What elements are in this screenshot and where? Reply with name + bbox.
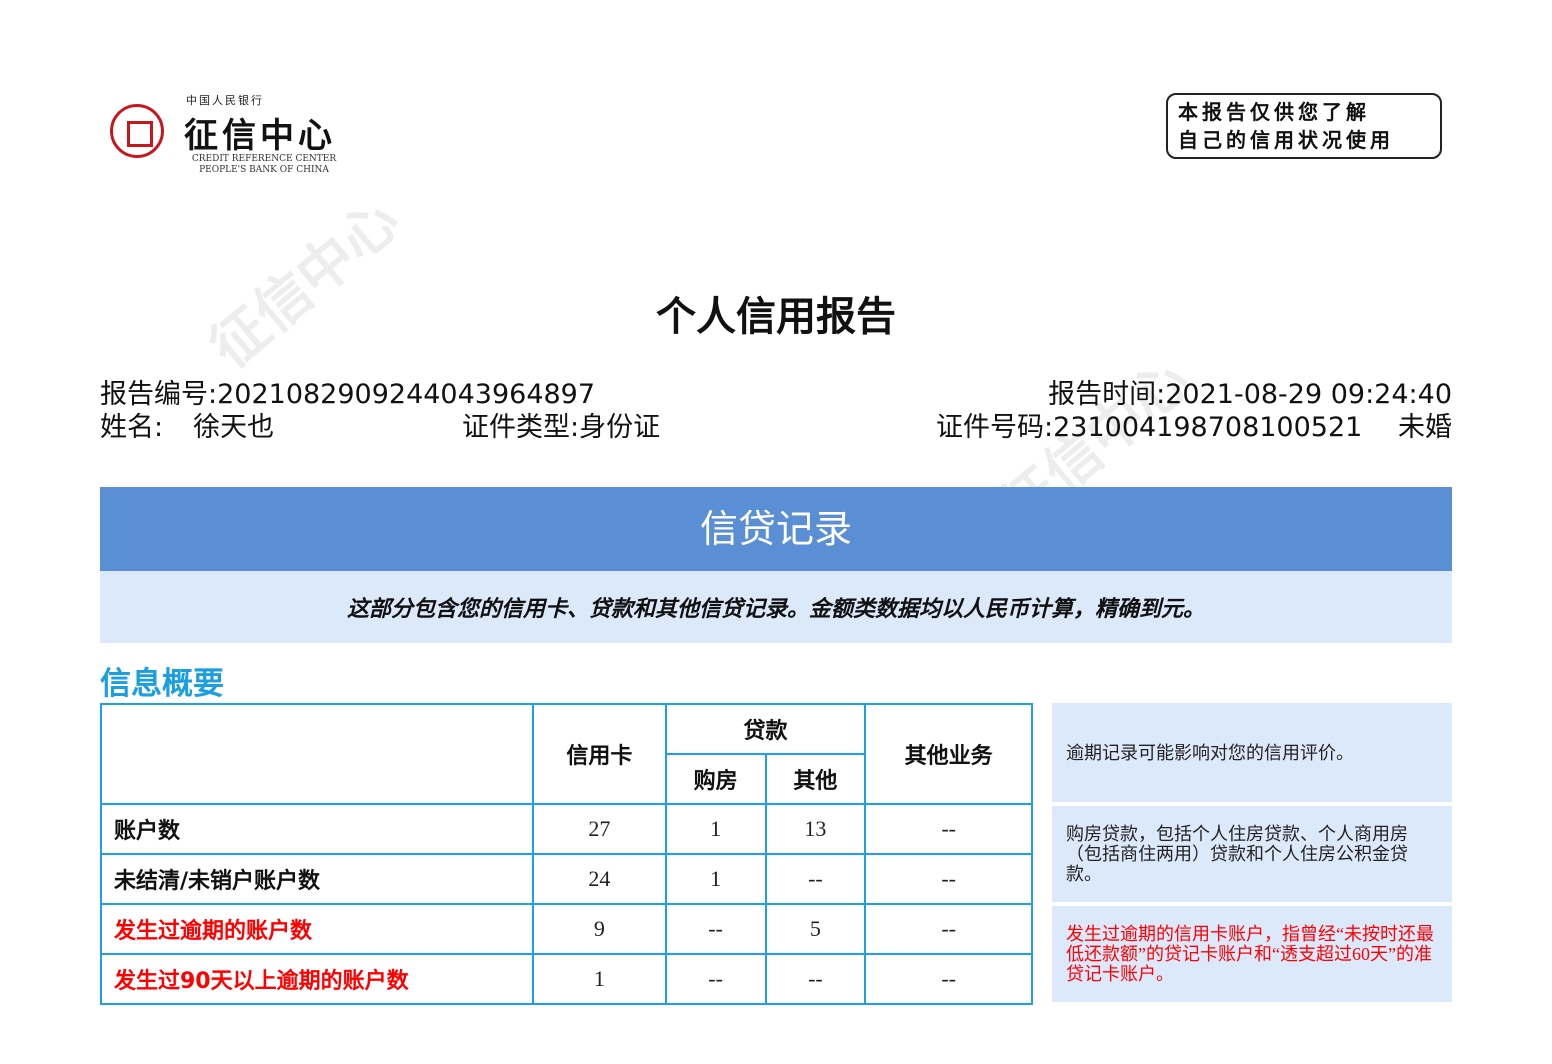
cell: 9: [532, 903, 667, 955]
table-row: 未结清/未销户账户数 24 1 -- --: [100, 853, 1033, 905]
header-loan: 贷款: [664, 703, 867, 755]
cell: --: [764, 953, 867, 1005]
section-description: 这部分包含您的信用卡、贷款和其他信贷记录。金额类数据均以人民币计算，精确到元。: [100, 571, 1452, 643]
logo-english: CREDIT REFERENCE CENTER PEOPLE'S BANK OF …: [186, 154, 342, 176]
table-row: 发生过90天以上逾期的账户数 1 -- -- --: [100, 953, 1033, 1005]
note-house-loan: 购房贷款，包括个人住房贷款、个人商用房（包括商住两用）贷款和个人住房公积金贷款。: [1052, 806, 1452, 902]
cell: --: [864, 953, 1033, 1005]
cell: 5: [764, 903, 867, 955]
label: 证件类型:: [462, 412, 580, 443]
id-type: 证件类型:身份证: [462, 405, 660, 444]
label: 姓名:: [100, 412, 164, 443]
cell: --: [864, 803, 1033, 855]
row-label: 发生过逾期的账户数: [100, 903, 534, 955]
header-other-business: 其他业务: [864, 703, 1033, 805]
row-label: 未结清/未销户账户数: [100, 853, 534, 905]
cell: 24: [532, 853, 667, 905]
header-other-loan: 其他: [764, 753, 867, 805]
value: 231004198708100521: [1053, 412, 1363, 443]
report-number: 报告编号:2021082909244043964897: [100, 372, 595, 411]
header-blank: [100, 703, 534, 805]
stamp-line: 本报告仅供您了解: [1178, 100, 1370, 124]
cell: --: [764, 853, 867, 905]
logo-top-text: 中国人民银行: [186, 94, 264, 107]
table-row: 发生过逾期的账户数 9 -- 5 --: [100, 903, 1033, 955]
cell: --: [664, 903, 767, 955]
header-house-loan: 购房: [664, 753, 767, 805]
logo-en-line: CREDIT REFERENCE CENTER: [191, 154, 337, 164]
stamp-line: 自己的信用状况使用: [1178, 128, 1394, 152]
cell: 1: [664, 853, 767, 905]
logo-emblem-icon: [110, 104, 164, 158]
cell: --: [864, 853, 1033, 905]
value: 徐天也: [193, 412, 275, 443]
id-number: 证件号码:231004198708100521: [936, 405, 1362, 444]
row-label: 发生过90天以上逾期的账户数: [100, 953, 534, 1005]
note-overdue-impact: 逾期记录可能影响对您的信用评价。: [1052, 703, 1452, 802]
value: 2021-08-29 09:24:40: [1165, 379, 1452, 410]
report-time: 报告时间:2021-08-29 09:24:40: [1048, 372, 1452, 411]
row-label: 账户数: [100, 803, 534, 855]
usage-stamp: 本报告仅供您了解 自己的信用状况使用: [1166, 93, 1442, 159]
cell: 27: [532, 803, 667, 855]
note-overdue-card: 发生过逾期的信用卡账户，指曾经“未按时还最低还款额”的贷记卡账户和“透支超过60…: [1052, 906, 1452, 1002]
logo-main-text: 征信中心: [184, 116, 336, 156]
marital-status: 未婚: [1398, 412, 1452, 443]
cell: --: [664, 953, 767, 1005]
header-credit-card: 信用卡: [532, 703, 667, 805]
label: 证件号码:: [936, 412, 1054, 443]
label: 报告编号:: [100, 379, 218, 410]
label: 报告时间:: [1048, 379, 1166, 410]
page-title: 个人信用报告: [656, 294, 896, 340]
section-header: 信贷记录: [100, 487, 1452, 571]
summary-table: 信用卡 贷款 其他业务 购房 其他 账户数 27 1 13 -- 未结清/未销户账户数…: [100, 703, 1033, 1005]
table-row: 账户数 27 1 13 --: [100, 803, 1033, 855]
value: 2021082909244043964897: [217, 379, 596, 410]
logo-en-line: PEOPLE'S BANK OF CHINA: [199, 165, 329, 175]
watermark: 征信中心: [198, 187, 412, 382]
table-header-row: 信用卡 贷款 其他业务: [100, 703, 1033, 805]
name: 姓名: 徐天也: [100, 405, 274, 444]
cell: 13: [764, 803, 867, 855]
cell: --: [864, 903, 1033, 955]
value: 身份证: [579, 412, 661, 443]
summary-title: 信息概要: [100, 666, 224, 702]
cell: 1: [532, 953, 667, 1005]
table-subheader-row: 购房 其他: [101, 753, 1032, 805]
cell: 1: [664, 803, 767, 855]
